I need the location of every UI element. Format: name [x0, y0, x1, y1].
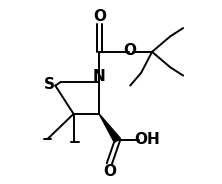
Text: O: O [93, 9, 107, 24]
Text: O: O [124, 43, 137, 58]
Text: O: O [104, 164, 117, 178]
Text: S: S [44, 77, 55, 92]
Text: N: N [93, 69, 105, 84]
Text: OH: OH [134, 132, 160, 147]
Polygon shape [99, 114, 120, 142]
